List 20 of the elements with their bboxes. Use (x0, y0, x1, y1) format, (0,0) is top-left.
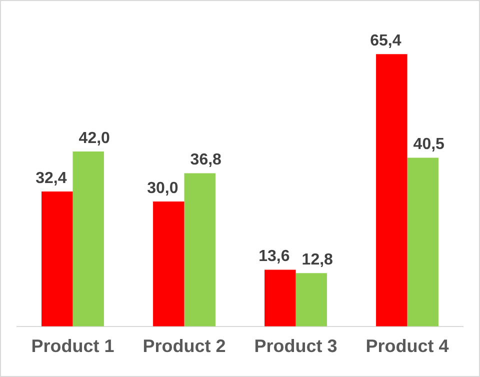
x-tick-label: Product 1 (31, 336, 114, 356)
bar (264, 270, 296, 326)
bar (42, 192, 73, 326)
data-label: 42,0 (78, 130, 110, 147)
x-tick-label: Product 2 (142, 336, 226, 356)
bar (296, 273, 327, 326)
bar (407, 158, 438, 326)
bar (153, 202, 184, 326)
data-label: 65,4 (370, 32, 402, 50)
data-label: 36,8 (190, 152, 222, 169)
data-label: 32,4 (36, 170, 67, 187)
data-label: 13,6 (258, 248, 290, 266)
bar (184, 173, 216, 326)
bar (72, 152, 104, 326)
data-label: 12,8 (302, 252, 334, 269)
x-tick-label: Product 3 (254, 336, 338, 356)
data-label: 40,5 (413, 136, 445, 154)
data-label: 30,0 (147, 180, 178, 197)
x-tick-label: Product 4 (366, 336, 449, 356)
bar (376, 54, 408, 326)
